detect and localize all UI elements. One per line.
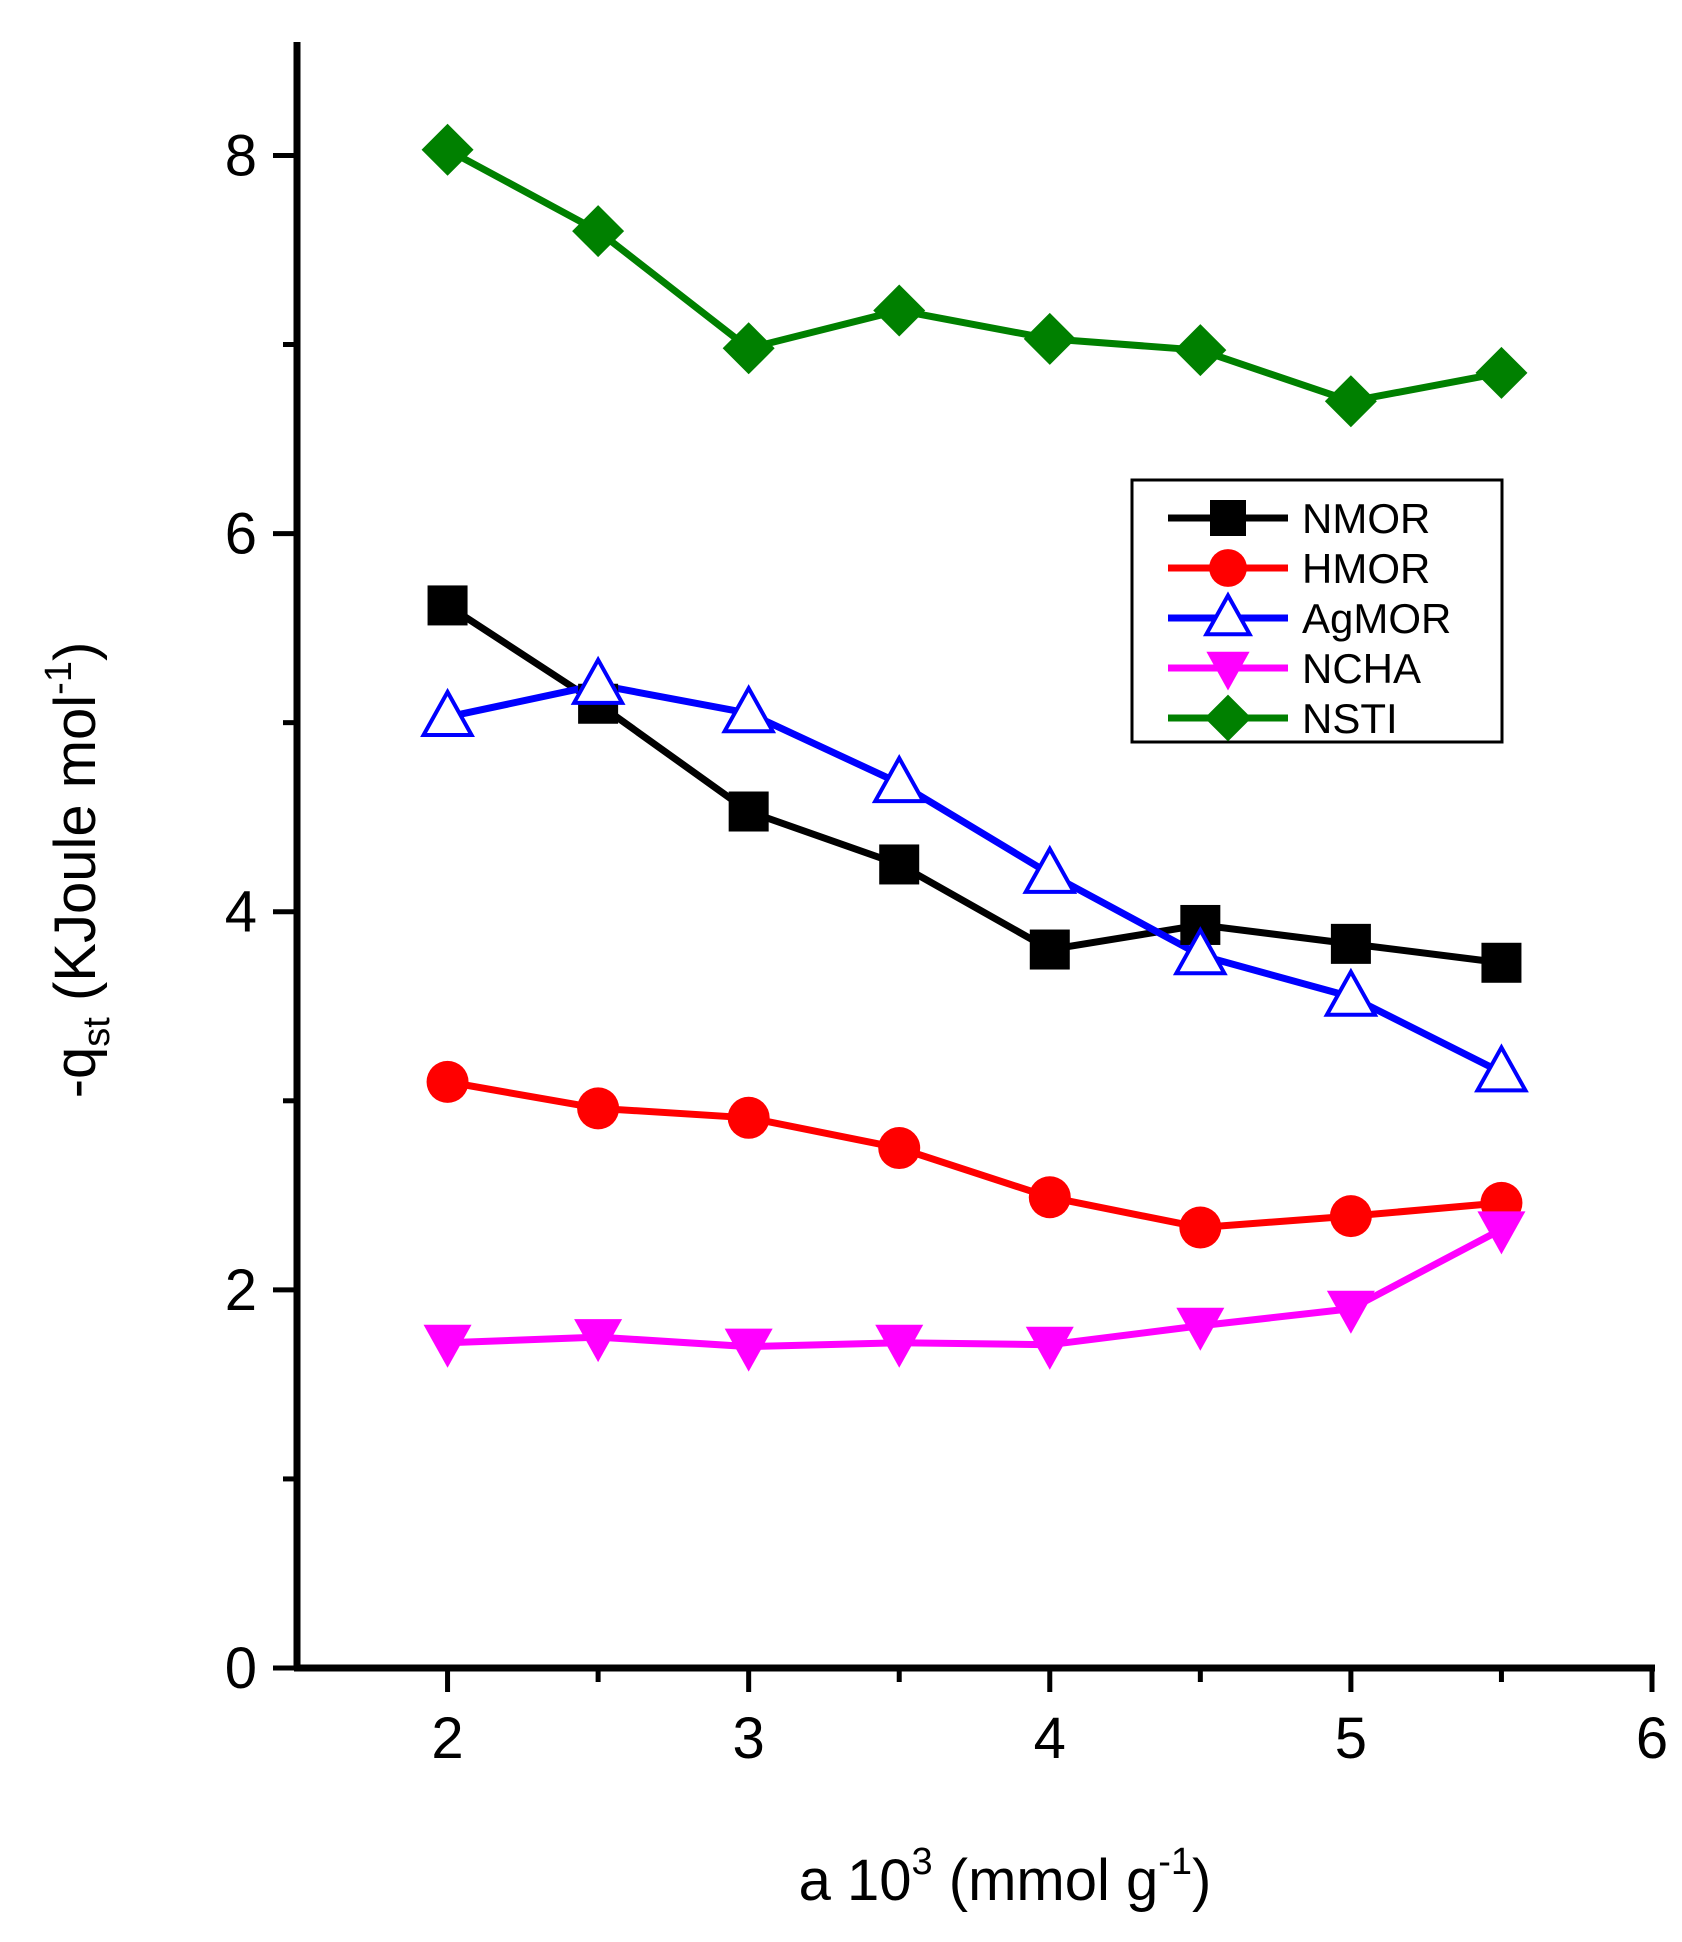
point-nsti-1 xyxy=(572,205,625,258)
legend-label-nmor: NMOR xyxy=(1302,495,1430,542)
plot-lines xyxy=(445,146,1504,1351)
point-ncha-1 xyxy=(574,1319,623,1363)
y-axis-title-end: ) xyxy=(43,642,108,661)
x-tick-label-4: 4 xyxy=(1034,1706,1066,1771)
point-ncha-5 xyxy=(1176,1307,1225,1351)
point-hmor-6 xyxy=(1329,1195,1372,1238)
point-nsti-3 xyxy=(873,284,926,337)
x-axis-title: a 103 (mmol g-1) xyxy=(799,1841,1212,1913)
x-axis-title-main: a 10 xyxy=(799,1848,912,1913)
x-axis-title-sup2: -1 xyxy=(1158,1841,1192,1883)
x-tick-label-3: 3 xyxy=(733,1706,765,1771)
point-nmor-6 xyxy=(1330,923,1371,964)
point-ncha-3 xyxy=(875,1324,924,1368)
y-axis-title-mid: (KJoule mol xyxy=(43,695,108,1017)
point-nsti-6 xyxy=(1324,375,1377,428)
point-agmor-0 xyxy=(420,687,475,737)
legend-label-nsti: NSTI xyxy=(1302,695,1398,742)
x-axis-title-mid: (mmol g xyxy=(933,1848,1159,1913)
point-nmor-4 xyxy=(1029,929,1070,970)
point-agmor-4 xyxy=(1022,844,1078,894)
legend-marker-ncha xyxy=(1206,651,1250,691)
point-nmor-3 xyxy=(879,844,920,885)
point-hmor-1 xyxy=(577,1087,620,1130)
point-hmor-2 xyxy=(727,1096,770,1139)
series-line-nmor xyxy=(445,602,1502,967)
point-ncha-2 xyxy=(724,1328,773,1372)
x-tick-label-2: 2 xyxy=(431,1706,463,1771)
point-agmor-1 xyxy=(570,655,626,705)
point-ncha-4 xyxy=(1025,1326,1074,1370)
legend-label-hmor: HMOR xyxy=(1302,545,1430,592)
y-axis-title-sup: -1 xyxy=(38,661,80,695)
x-axis-title-sup1: 3 xyxy=(912,1841,933,1883)
point-nsti-2 xyxy=(722,322,775,375)
point-nmor-0 xyxy=(427,585,468,626)
legend-marker-nsti xyxy=(1204,694,1252,742)
point-hmor-5 xyxy=(1179,1206,1222,1249)
x-axis-title-end: ) xyxy=(1192,1848,1211,1913)
legend-label-agmor: AgMOR xyxy=(1302,595,1451,642)
legend-marker-nmor xyxy=(1210,500,1246,536)
point-ncha-7 xyxy=(1477,1211,1526,1255)
point-nmor-7 xyxy=(1481,942,1522,983)
series-line-agmor xyxy=(446,681,1504,1076)
point-ncha-0 xyxy=(423,1324,472,1368)
legend-marker-agmor xyxy=(1202,591,1254,637)
point-hmor-4 xyxy=(1028,1176,1071,1219)
point-nsti-7 xyxy=(1475,346,1528,399)
y-tick-label-6: 6 xyxy=(225,502,257,567)
y-axis-title: -qst (KJoule mol-1) xyxy=(38,642,118,1099)
point-ncha-6 xyxy=(1326,1290,1375,1334)
y-tick-label-2: 2 xyxy=(225,1258,257,1323)
point-nmor-2 xyxy=(728,791,769,832)
legend-label-ncha: NCHA xyxy=(1302,645,1421,692)
point-agmor-5 xyxy=(1172,926,1228,976)
point-hmor-3 xyxy=(878,1127,921,1170)
x-tick-label-5: 5 xyxy=(1335,1706,1367,1771)
legend-box xyxy=(1130,478,1504,744)
legend-marker-hmor xyxy=(1209,549,1247,587)
point-hmor-0 xyxy=(426,1060,469,1103)
point-nsti-4 xyxy=(1023,312,1076,365)
y-axis-title-sub: st xyxy=(76,1017,118,1047)
axes: 0 2 4 6 8 2 3 4 5 6 xyxy=(225,42,1668,1771)
point-agmor-6 xyxy=(1323,967,1379,1017)
series-line-nsti xyxy=(445,146,1503,405)
plot-markers xyxy=(420,123,1529,1372)
y-tick-label-8: 8 xyxy=(225,123,257,188)
point-agmor-7 xyxy=(1474,1043,1529,1093)
point-nsti-0 xyxy=(421,123,474,176)
series-line-ncha xyxy=(447,1226,1504,1351)
y-tick-label-0: 0 xyxy=(225,1636,257,1701)
point-agmor-3 xyxy=(871,754,927,804)
point-agmor-2 xyxy=(721,684,777,734)
series-line-hmor xyxy=(446,1078,1502,1231)
y-tick-label-4: 4 xyxy=(225,880,257,945)
point-nsti-5 xyxy=(1174,324,1227,377)
y-axis-title-main: -q xyxy=(43,1047,108,1099)
x-tick-label-6: 6 xyxy=(1636,1706,1668,1771)
